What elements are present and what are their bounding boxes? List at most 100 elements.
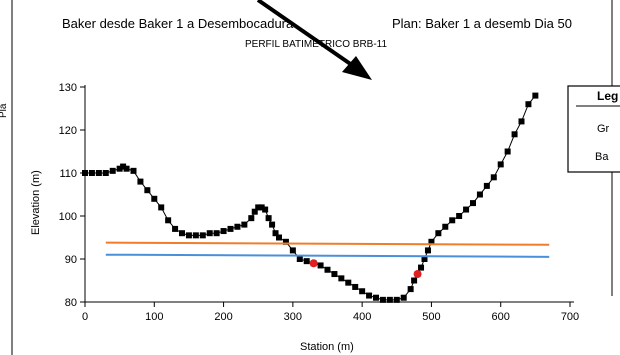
ground-point [272,230,279,237]
ground-point [435,230,442,237]
ground-point [490,174,497,181]
x-tick-label: 100 [145,311,163,323]
ground-point [206,230,213,237]
series-layer [82,92,550,303]
ground-point [317,262,324,269]
legend-box [567,85,620,173]
legend: Leg Gr Ba [567,85,620,173]
ground-point [130,167,137,174]
ground-point [213,230,220,237]
ground-point [151,195,158,202]
ground-point [418,264,425,271]
y-tick-label: 110 [59,168,77,180]
x-tick-label: 600 [492,311,510,323]
ground-point [456,213,463,219]
y-tick-label: 80 [65,297,77,309]
red-marker-point [309,259,318,268]
ground-point [251,208,258,215]
chart-title-left: Baker desde Baker 1 a Desembocadura [62,16,294,31]
x-tick-label: 400 [353,311,371,323]
ground-point [258,204,265,211]
ground-point [470,200,476,207]
ground-point [303,258,310,265]
ground-point [428,238,435,245]
ground-point [324,266,331,273]
plot-axes [84,85,574,303]
ground-point [116,165,123,172]
ground-point [95,170,102,176]
ground-point [386,296,393,303]
ground-point [424,247,431,254]
x-tick-label: 300 [284,311,302,323]
ground-point [123,165,130,172]
y-axis-label: Elevation (m) [30,170,42,235]
water-surface-blue-line [105,253,550,258]
ground-point [407,286,414,293]
chart-subtitle: PERFIL BATIMÉTRICO BRB-11 [245,37,387,50]
x-tick-label: 200 [214,311,232,323]
x-axis-label: Station (m) [300,341,354,353]
ground-point [269,221,276,228]
x-tick-label: 500 [422,311,440,323]
ground-point [352,283,359,290]
ground-point [199,232,206,239]
x-axis-ticks: 0 100 200 300 400 500 600 700 [82,302,579,323]
ground-point [179,230,185,237]
x-tick-label: 700 [561,311,579,323]
ground-point [220,228,227,235]
ground-point [165,217,172,224]
ground-point [248,215,255,222]
ground-point [265,215,272,222]
ground-point [102,170,109,176]
ground-point [532,92,539,99]
ground-point [497,161,504,168]
ground-point [504,148,511,155]
y-tick-label: 120 [59,125,77,137]
ground-point [144,187,151,194]
ground-point [289,247,296,254]
water-surface-orange-line [105,241,550,246]
red-marker-point [413,270,422,279]
ground-point [511,131,518,138]
ground-point [400,294,407,301]
y-tick-label: 90 [65,254,77,266]
ground-point [476,191,483,198]
ground-point [282,238,289,245]
ground-point [442,223,449,230]
ground-point [185,232,192,239]
arrow-head [342,56,372,80]
side-title-fragment: Pla [0,103,9,118]
x-tick-label: 0 [82,311,88,323]
y-axis-ticks: 80 90 100 110 120 130 [59,82,85,309]
ground-point [345,279,352,286]
ground-point [109,167,116,174]
legend-item-ground: Gr [597,123,610,135]
ground-point [393,296,400,303]
ground-point [379,296,386,303]
ground-point [120,163,127,170]
ground-point [255,204,262,211]
ground-point [373,294,379,301]
ground-point [331,271,338,278]
ground-point [411,277,418,284]
ground-point [158,204,165,211]
ground-point [227,225,234,232]
legend-item-bank: Ba [595,151,609,163]
y-tick-label: 130 [59,82,77,94]
ground-point [88,170,95,176]
ground-point [483,182,490,189]
ground-point [525,101,532,108]
ground-point [463,206,470,213]
ground-point [296,256,303,262]
ground-point [262,206,269,213]
chart-title-right: Plan: Baker 1 a desemb Dia 50 [392,16,572,31]
ground-point [359,288,366,295]
ground-point [366,292,373,299]
y-tick-label: 100 [59,211,77,223]
ground-point [82,170,88,176]
ground-point [421,256,428,262]
arrow-shaft [256,0,364,74]
ground-point [172,225,179,232]
ground-point [276,234,282,241]
